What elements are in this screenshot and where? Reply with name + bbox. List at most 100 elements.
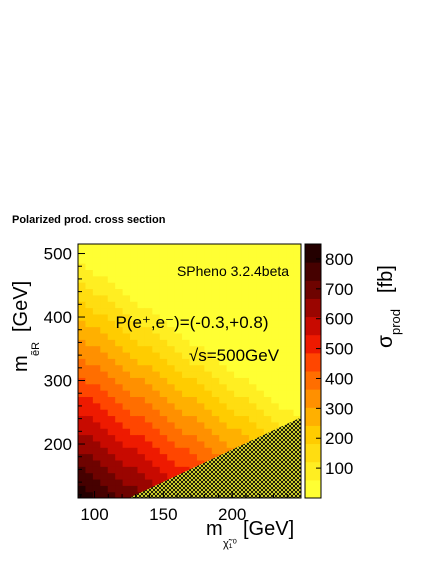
heatmap-cell	[286, 351, 295, 359]
heatmap-cell	[293, 402, 301, 410]
heatmap-cell	[130, 415, 139, 423]
heatmap-cell	[271, 415, 280, 423]
heatmap-cell	[92, 390, 101, 397]
heatmap-cell	[78, 307, 87, 315]
heatmap-cell	[189, 250, 198, 258]
heatmap-cell	[182, 275, 191, 283]
heatmap-cell	[263, 269, 272, 277]
heatmap-cell	[122, 294, 131, 302]
heatmap-cell	[211, 320, 220, 328]
heatmap-cell	[219, 390, 228, 397]
heatmap-cell	[100, 459, 109, 467]
heatmap-cell	[122, 288, 131, 296]
heatmap-cell	[122, 434, 131, 442]
heatmap-cell	[107, 326, 116, 334]
heatmap-cell	[219, 294, 228, 302]
heatmap-cell	[167, 434, 176, 442]
heatmap-cell	[182, 440, 191, 448]
heatmap-cell	[174, 402, 183, 410]
heatmap-cell	[271, 345, 280, 353]
heatmap-cell	[211, 383, 220, 391]
heatmap-cell	[78, 339, 87, 347]
heatmap-cell	[137, 396, 146, 404]
heatmap-cell	[137, 440, 146, 448]
heatmap-cell	[256, 358, 265, 366]
heatmap-cell	[263, 364, 272, 372]
heatmap-cell	[204, 364, 213, 372]
heatmap-cell	[248, 358, 257, 366]
heatmap-cell	[115, 307, 124, 315]
heatmap-cell	[100, 415, 109, 423]
heatmap-cell	[219, 358, 228, 366]
heatmap-cell	[159, 383, 168, 391]
heatmap-cell	[226, 269, 235, 277]
heatmap-cell	[219, 326, 228, 334]
heatmap-cell	[115, 313, 124, 321]
heatmap-cell	[159, 377, 168, 385]
heatmap-cell	[286, 269, 295, 277]
heatmap-cell	[256, 421, 265, 429]
heatmap-cell	[92, 383, 101, 391]
heatmap-cell	[78, 428, 87, 436]
heatmap-cell	[144, 472, 153, 480]
heatmap-cell	[226, 383, 235, 391]
heatmap-cell	[174, 447, 183, 455]
heatmap-cell	[278, 364, 287, 372]
heatmap-cell	[137, 364, 146, 372]
heatmap-cell	[159, 269, 168, 277]
heatmap-cell	[204, 428, 213, 436]
heatmap-cell	[130, 339, 139, 347]
heatmap-cell	[293, 269, 301, 277]
heatmap-cell	[167, 402, 176, 410]
heatmap-cell	[234, 332, 243, 340]
heatmap-cell	[85, 313, 94, 321]
heatmap-cell	[152, 332, 161, 340]
heatmap-cell	[196, 275, 205, 283]
heatmap-cell	[85, 351, 94, 359]
heatmap-cell	[130, 313, 139, 321]
heatmap-cell	[241, 358, 250, 366]
heatmap-cell	[234, 402, 243, 410]
heatmap-cell	[115, 472, 124, 480]
heatmap-cell	[271, 244, 280, 251]
heatmap-cell	[167, 466, 176, 474]
heatmap-cell	[196, 256, 205, 264]
heatmap-cell	[293, 288, 301, 296]
heatmap-cell	[211, 428, 220, 436]
heatmap-cell	[174, 396, 183, 404]
heatmap-cell	[137, 256, 146, 264]
heatmap-cell	[234, 428, 243, 436]
heatmap-cell	[137, 339, 146, 347]
heatmap-cell	[85, 326, 94, 334]
colorbar-swatch	[305, 334, 321, 354]
heatmap-cell	[167, 307, 176, 315]
heatmap-cell	[107, 459, 116, 467]
heatmap-cell	[196, 294, 205, 302]
heatmap-cell	[271, 313, 280, 321]
heatmap-cell	[241, 294, 250, 302]
heatmap-cell	[130, 332, 139, 340]
heatmap-cell	[263, 263, 272, 270]
heatmap-cell	[234, 263, 243, 270]
heatmap-cell	[159, 313, 168, 321]
heatmap-cell	[107, 371, 116, 378]
heatmap-cell	[271, 282, 280, 290]
heatmap-cell	[196, 453, 205, 461]
heatmap-cell	[219, 263, 228, 270]
x-label-main: m	[206, 518, 223, 540]
heatmap-cell	[159, 345, 168, 353]
colorbar-swatch	[305, 244, 321, 263]
heatmap-cell	[152, 472, 161, 480]
heatmap-cell	[144, 358, 153, 366]
heatmap-cell	[107, 421, 116, 429]
heatmap-cell	[107, 383, 116, 391]
heatmap-cell	[241, 320, 250, 328]
heatmap-cell	[167, 447, 176, 455]
heatmap-cell	[115, 263, 124, 270]
heatmap-cell	[152, 358, 161, 366]
heatmap-cell	[219, 377, 228, 385]
heatmap-cell	[137, 332, 146, 340]
heatmap-cell	[293, 301, 301, 309]
heatmap-cell	[226, 428, 235, 436]
heatmap-cell	[182, 383, 191, 391]
